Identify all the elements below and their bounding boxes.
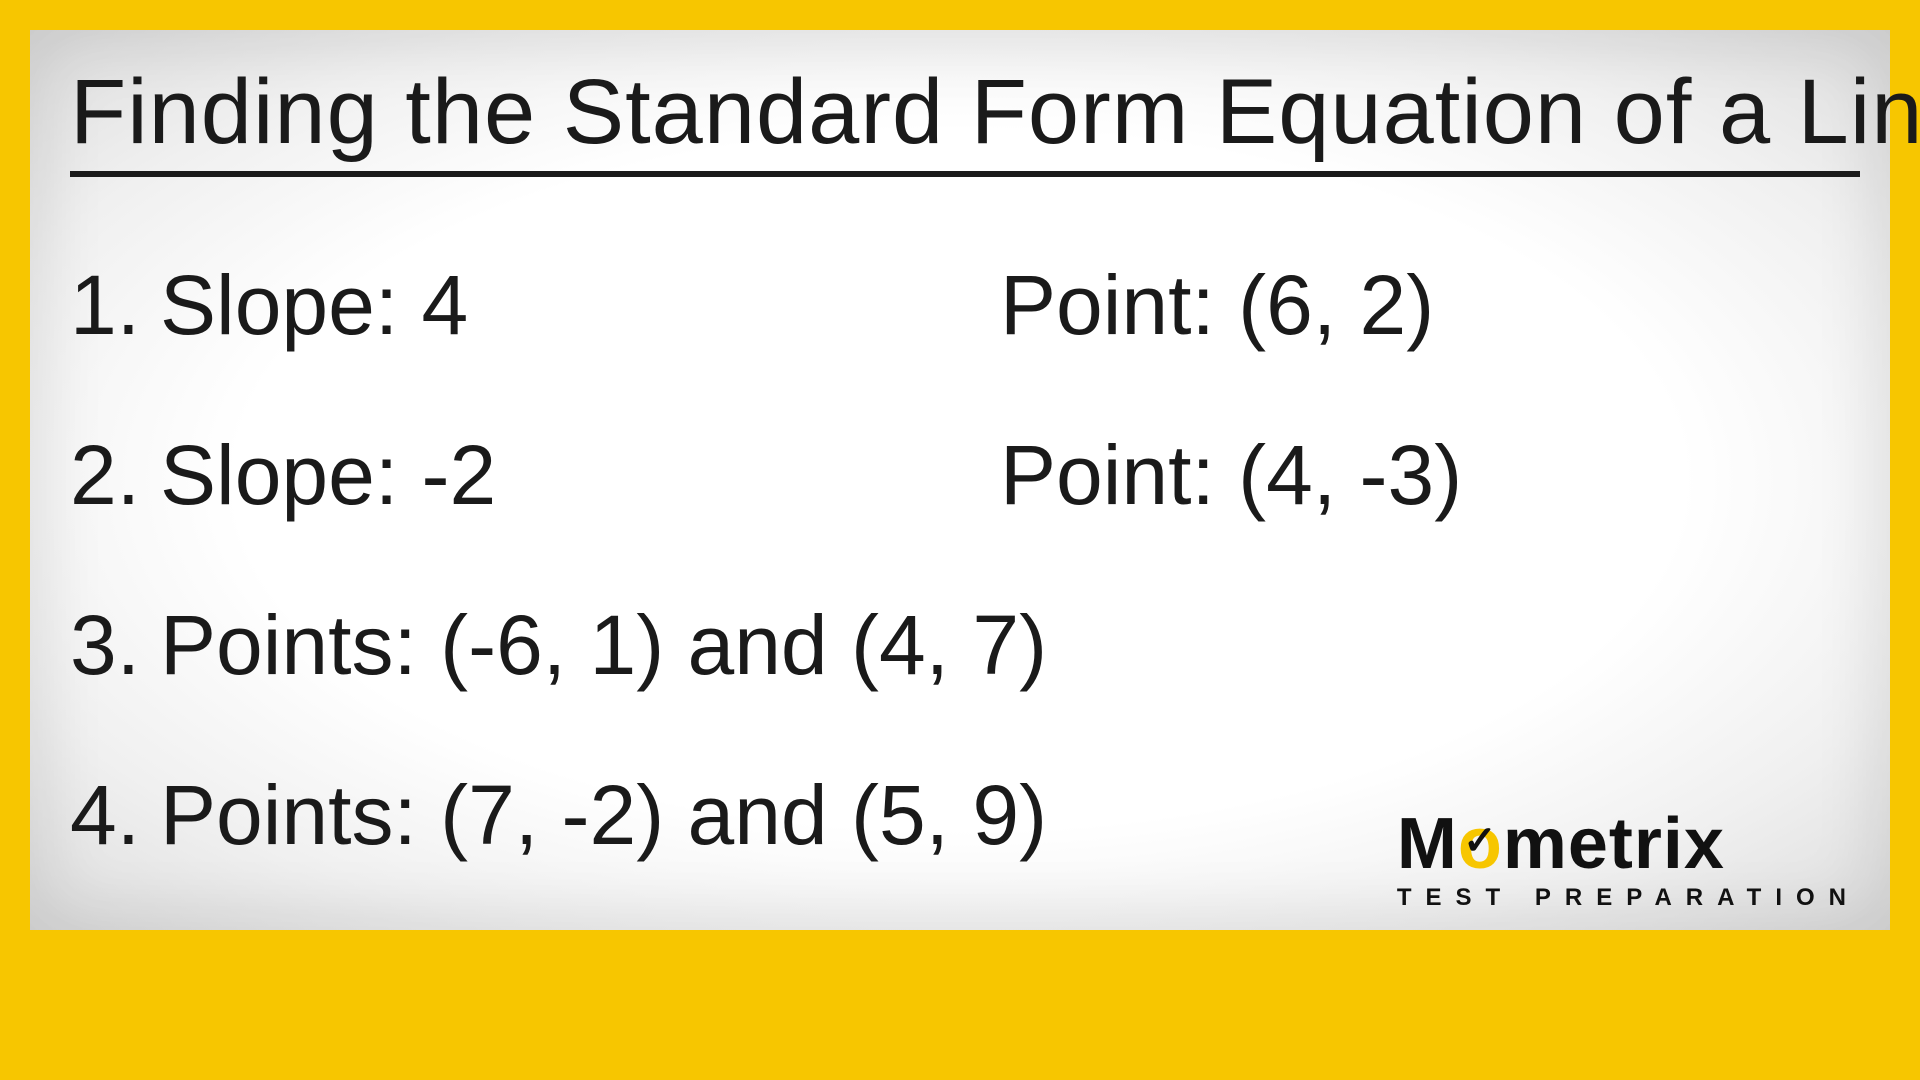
problem-number: 1. — [70, 257, 160, 354]
problems-list: 1. Slope: 4 Point: (6, 2) 2. Slope: -2 P… — [70, 220, 1850, 890]
problem-left: Slope: 4 — [160, 257, 1000, 354]
problem-right: Point: (6, 2) — [1000, 257, 1434, 354]
problem-left: Slope: -2 — [160, 427, 1000, 524]
brand-logo: Mo✓metrix TEST PREPARATION — [1397, 808, 1860, 912]
page-title: Finding the Standard Form Equation of a … — [70, 60, 1860, 177]
problem-number: 3. — [70, 597, 160, 694]
brand-logo-main: Mo✓metrix — [1397, 808, 1860, 880]
brand-logo-pre: M — [1397, 804, 1458, 884]
brand-logo-accent-o: o✓ — [1458, 808, 1503, 880]
checkmark-icon: ✓ — [1463, 821, 1498, 861]
problem-number: 4. — [70, 767, 160, 864]
brand-logo-post: metrix — [1503, 804, 1725, 884]
problem-row: 1. Slope: 4 Point: (6, 2) — [70, 220, 1850, 390]
problem-row: 3. Points: (-6, 1) and (4, 7) — [70, 560, 1850, 730]
brand-logo-sub: TEST PREPARATION — [1397, 884, 1860, 912]
whiteboard-frame: Finding the Standard Form Equation of a … — [30, 30, 1890, 930]
problem-text: Points: (7, -2) and (5, 9) — [160, 767, 1047, 864]
title-container: Finding the Standard Form Equation of a … — [70, 60, 1860, 177]
problem-text: Points: (-6, 1) and (4, 7) — [160, 597, 1047, 694]
problem-right: Point: (4, -3) — [1000, 427, 1462, 524]
problem-number: 2. — [70, 427, 160, 524]
problem-row: 2. Slope: -2 Point: (4, -3) — [70, 390, 1850, 560]
